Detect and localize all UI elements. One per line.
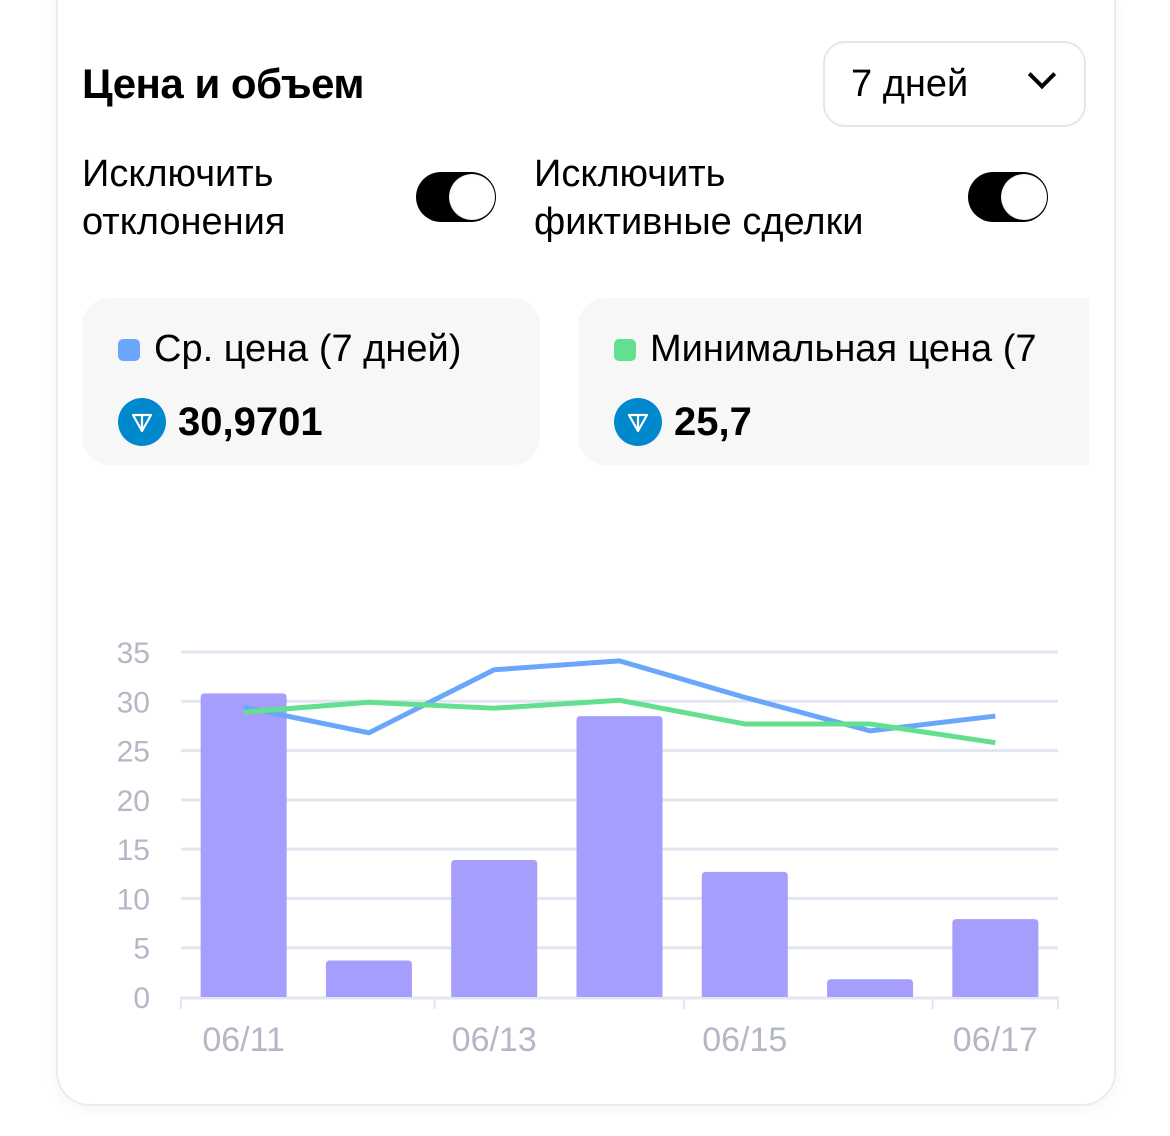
avg-price-legend-swatch	[118, 338, 140, 361]
stat-label: Ср. цена (7 дней)	[154, 328, 462, 370]
volume-bar	[451, 859, 538, 997]
volume-bar	[325, 960, 412, 997]
volume-bar	[827, 979, 914, 997]
label-line: отклонения	[82, 201, 286, 243]
label-line: фиктивные сделки	[534, 201, 864, 243]
stat-value: 25,7	[674, 399, 752, 444]
avg-price-stat: Ср. цена (7 дней) 30,9701	[82, 298, 540, 465]
min-price-stat: Минимальная цена (7 25,7	[578, 298, 1089, 465]
y-tick-label: 30	[117, 686, 150, 719]
toggle-knob	[1002, 175, 1046, 219]
y-tick-label: 20	[117, 785, 150, 818]
toggle-knob	[450, 175, 494, 219]
period-select[interactable]: 7 дней	[823, 41, 1086, 127]
min-price-line	[243, 697, 996, 746]
volume-bar	[952, 919, 1039, 997]
y-tick-label: 25	[117, 736, 150, 769]
exclude-outliers-toggle[interactable]	[416, 172, 496, 222]
x-tick-label: 06/11	[202, 1021, 285, 1059]
x-tick-label: 06/15	[702, 1021, 787, 1059]
label-line: Исключить	[534, 153, 726, 195]
y-tick-label: 15	[117, 834, 150, 867]
card-title: Цена и объем	[82, 60, 364, 107]
y-tick-label: 35	[117, 637, 150, 670]
label-line: Исключить	[82, 153, 274, 195]
exclude-wash-trades-toggle[interactable]	[968, 172, 1048, 222]
y-tick-label: 5	[133, 933, 150, 966]
volume-bar	[200, 693, 287, 997]
exclude-wash-trades-label: Исключить фиктивные сделки	[534, 150, 863, 246]
avg-price-line	[243, 658, 996, 736]
y-tick-label: 0	[133, 982, 150, 1015]
x-tick-label: 06/13	[452, 1021, 537, 1059]
x-tick-label: 06/17	[953, 1021, 1038, 1059]
volume-bar	[701, 871, 788, 997]
exclude-outliers-label: Исключить отклонения	[82, 150, 285, 246]
volume-bar	[576, 716, 663, 997]
min-price-legend-swatch	[614, 338, 636, 361]
stat-value: 30,9701	[178, 399, 323, 444]
y-tick-label: 10	[117, 883, 150, 916]
ton-icon	[118, 398, 166, 446]
ton-icon	[614, 398, 662, 446]
period-select-value: 7 дней	[851, 62, 969, 105]
stat-label: Минимальная цена (7	[650, 328, 1037, 370]
